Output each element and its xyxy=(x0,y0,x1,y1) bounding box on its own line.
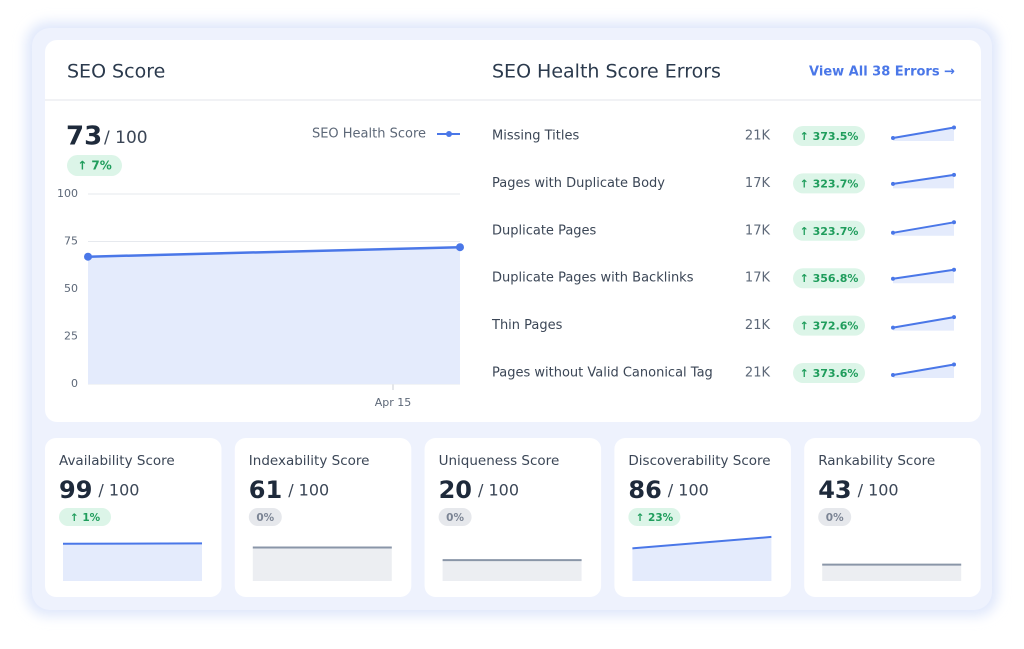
change-text: 0% xyxy=(826,512,844,524)
error-name: Missing Titles xyxy=(492,129,579,144)
error-name: Pages without Valid Canonical Tag xyxy=(492,366,713,381)
y-tick-label: 50 xyxy=(64,282,78,295)
sparkline-point xyxy=(952,173,956,177)
change-text: 0% xyxy=(256,512,274,524)
change-text: ↑ 373.6% xyxy=(800,367,859,380)
point xyxy=(84,253,92,261)
change-text: ↑ 23% xyxy=(636,512,674,524)
change-text: ↑ 373.5% xyxy=(800,130,859,143)
score-max: / 100 xyxy=(104,128,148,148)
area xyxy=(88,247,460,384)
change-text: 0% xyxy=(446,512,464,524)
sparkline-point xyxy=(891,136,895,140)
card-score: 20 xyxy=(439,476,472,504)
sparkline-area xyxy=(63,543,202,581)
error-count: 21K xyxy=(745,318,771,333)
legend-label: SEO Health Score xyxy=(312,127,426,142)
sparkline-point xyxy=(891,373,895,377)
card-score: 86 xyxy=(628,476,661,504)
change-text: ↑ 7% xyxy=(77,159,112,173)
card-max: / 100 xyxy=(288,481,329,500)
sparkline-point xyxy=(952,315,956,319)
error-count: 21K xyxy=(745,129,771,144)
error-name: Duplicate Pages with Backlinks xyxy=(492,271,694,286)
error-name: Pages with Duplicate Body xyxy=(492,176,665,191)
sparkline-point xyxy=(952,126,956,130)
sparkline-point xyxy=(891,277,895,281)
card-score: 99 xyxy=(59,476,92,504)
change-text: ↑ 356.8% xyxy=(800,272,859,285)
y-tick-label: 75 xyxy=(64,235,78,248)
sparkline-area xyxy=(822,565,961,581)
card-title: Discoverability Score xyxy=(628,453,770,469)
change-text: ↑ 372.6% xyxy=(800,320,859,333)
y-tick-label: 0 xyxy=(71,377,78,390)
card-title: Rankability Score xyxy=(818,453,935,469)
point xyxy=(456,243,464,251)
error-count: 17K xyxy=(745,176,771,191)
error-name: Thin Pages xyxy=(491,318,563,333)
card-title: Uniqueness Score xyxy=(439,453,560,469)
sparkline-point xyxy=(952,220,956,224)
card-title: Indexability Score xyxy=(249,453,370,469)
error-name: Duplicate Pages xyxy=(492,223,597,238)
x-tick-label: Apr 15 xyxy=(375,396,412,409)
sparkline-area xyxy=(443,560,582,581)
seo-score-title: SEO Score xyxy=(67,61,165,83)
error-count: 21K xyxy=(745,366,771,381)
card-max: / 100 xyxy=(98,481,139,500)
card-title: Availability Score xyxy=(59,453,175,469)
sparkline-point xyxy=(891,326,895,330)
change-text: ↑ 323.7% xyxy=(800,225,859,238)
sparkline-point xyxy=(891,231,895,235)
sparkline-point xyxy=(952,363,956,367)
card-score: 61 xyxy=(249,476,282,504)
error-count: 17K xyxy=(745,223,771,238)
y-tick-label: 100 xyxy=(57,187,78,200)
y-tick-label: 25 xyxy=(64,330,78,343)
view-all-link[interactable]: View All 38 Errors → xyxy=(809,65,955,80)
card-max: / 100 xyxy=(668,481,709,500)
change-text: ↑ 323.7% xyxy=(800,177,859,190)
card-max: / 100 xyxy=(858,481,899,500)
legend-dot xyxy=(446,131,452,137)
sparkline-point xyxy=(952,268,956,272)
score-value: 73 xyxy=(66,122,102,152)
sparkline-area xyxy=(253,548,392,581)
change-text: ↑ 1% xyxy=(70,512,101,524)
card-max: / 100 xyxy=(478,481,519,500)
errors-title: SEO Health Score Errors xyxy=(492,61,721,83)
error-count: 17K xyxy=(745,271,771,286)
sparkline-point xyxy=(891,182,895,186)
card-score: 43 xyxy=(818,476,851,504)
